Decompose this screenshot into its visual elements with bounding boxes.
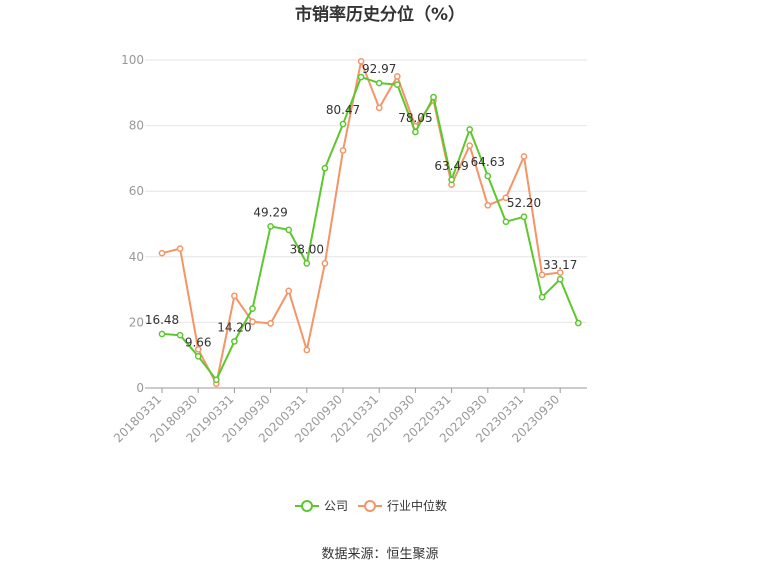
data-point — [448, 176, 455, 184]
data-point — [249, 305, 256, 312]
data-point — [194, 352, 202, 360]
data-label: 52.20 — [507, 196, 541, 210]
data-label: 14.20 — [217, 320, 251, 334]
data-point — [393, 81, 401, 88]
data-point — [321, 164, 329, 172]
data-point — [339, 147, 347, 154]
data-point — [556, 275, 564, 283]
data-label: 78.05 — [398, 111, 432, 125]
data-point — [574, 319, 582, 327]
data-point — [393, 73, 401, 80]
data-point — [176, 245, 184, 252]
data-point — [321, 260, 329, 267]
data-point — [538, 293, 546, 301]
data-point — [267, 222, 274, 230]
y-tick-label: 20 — [129, 315, 144, 329]
gridlines — [145, 59, 587, 323]
data-point — [520, 213, 528, 221]
chart-title: 市销率历史分位（%） — [295, 4, 465, 25]
legend-item[interactable]: 公司 — [295, 499, 348, 513]
data-point — [176, 331, 184, 339]
data-point — [430, 93, 437, 101]
data-point — [375, 104, 383, 112]
legend-item[interactable]: 行业中位数 — [358, 498, 447, 513]
data-point — [158, 249, 166, 257]
y-tick-label: 100 — [121, 53, 144, 67]
x-axis: 2018033120180930201903312019093020200331… — [111, 387, 587, 445]
data-point — [285, 226, 293, 234]
legend-marker-icon — [301, 500, 313, 512]
data-label: 33.17 — [543, 258, 577, 272]
legend-label: 行业中位数 — [387, 498, 447, 513]
legend[interactable]: 公司 行业中位数 — [295, 498, 447, 513]
data-point — [466, 126, 474, 133]
series-group — [158, 57, 582, 388]
data-point — [249, 318, 256, 326]
source-text: 数据来源：恒生聚源 — [321, 547, 438, 562]
data-point — [520, 153, 528, 160]
y-tick-label: 0 — [136, 381, 144, 395]
series-line — [161, 60, 561, 385]
data-point — [556, 269, 564, 276]
y-tick-label: 60 — [129, 184, 144, 198]
data-point — [357, 57, 365, 65]
data-point — [212, 376, 220, 384]
data-point — [538, 271, 546, 279]
data-label: 49.29 — [253, 205, 287, 219]
y-tick-label: 40 — [129, 250, 144, 264]
data-label: 80.47 — [326, 103, 360, 117]
data-point — [285, 287, 293, 295]
y-tick-label: 80 — [129, 119, 144, 133]
legend-marker-icon — [364, 500, 376, 512]
data-label: 63.49 — [434, 159, 468, 173]
data-point — [158, 330, 166, 338]
data-point — [502, 218, 510, 226]
data-point — [231, 338, 238, 345]
y-axis: 0 20 40 60 80 100 — [121, 53, 144, 395]
data-point — [267, 320, 274, 327]
data-label: 64.63 — [471, 155, 505, 169]
data-label: 9.66 — [185, 335, 212, 349]
data-labels: 16.48 9.66 14.20 49.29 38.00 80.47 92.97 78.05 6… — [145, 62, 578, 349]
data-point — [194, 345, 202, 353]
data-point — [375, 79, 383, 87]
data-point — [484, 172, 492, 180]
data-point — [484, 201, 492, 209]
data-point — [502, 194, 510, 202]
data-point — [303, 260, 311, 267]
data-point — [412, 128, 419, 136]
data-label: 92.97 — [362, 62, 396, 76]
legend-label: 公司 — [324, 499, 348, 513]
data-label: 38.00 — [290, 242, 324, 256]
data-label: 16.48 — [145, 313, 179, 327]
data-point — [303, 346, 311, 354]
data-point — [466, 142, 474, 149]
data-point — [231, 292, 238, 300]
data-point — [339, 120, 347, 128]
data-point — [357, 73, 365, 81]
